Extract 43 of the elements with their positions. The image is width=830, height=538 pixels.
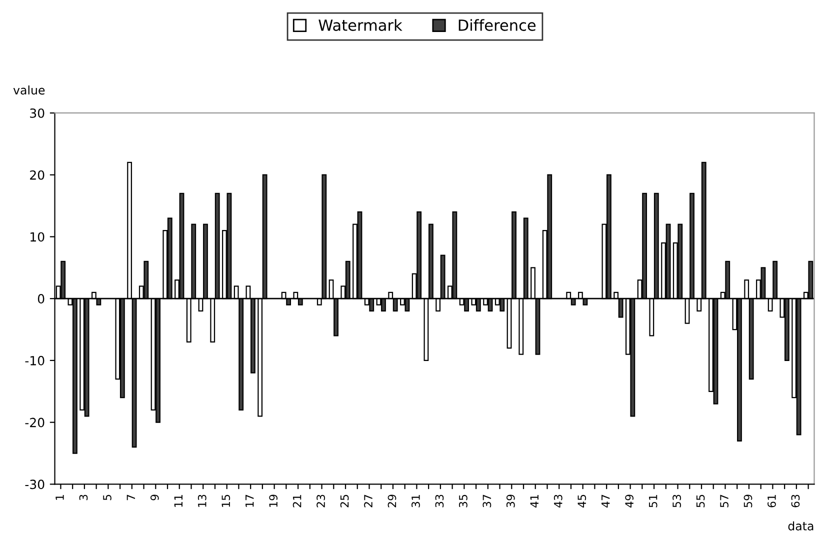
x-tick-label: 57 (720, 494, 728, 508)
y-tick-label: 0 (38, 294, 44, 304)
x-axis-title: data (788, 521, 814, 530)
x-tick-label: 13 (198, 494, 206, 507)
y-tick-label: 30 (30, 108, 44, 118)
x-tick-label: 5 (103, 494, 112, 500)
y-tick-label: -10 (25, 356, 44, 366)
y-tick-label: -20 (25, 418, 44, 428)
x-tick-label: 35 (458, 494, 468, 508)
x-tick-label: 33 (435, 494, 444, 508)
x-tick-label: 63 (791, 494, 800, 508)
x-tick-label: 25 (340, 494, 349, 508)
y-tick-label: 10 (30, 232, 44, 242)
x-tick-label: 29 (388, 494, 396, 508)
x-tick-label: 31 (412, 494, 420, 508)
x-tick-label: 11 (174, 494, 182, 507)
x-tick-label: 51 (649, 494, 658, 508)
x-tick-label: 9 (150, 494, 159, 500)
x-tick-label: 59 (744, 494, 752, 508)
x-tick-label: 61 (768, 494, 776, 508)
legend-label: Watermark (318, 19, 402, 31)
x-tick-label: 15 (222, 494, 230, 507)
x-tick-label: 43 (554, 494, 562, 508)
y-tick-label: -30 (25, 480, 44, 490)
y-axis-title: value (13, 85, 45, 95)
x-tick-label: 41 (530, 494, 538, 508)
x-tick-label: 21 (292, 494, 302, 508)
x-tick-label: 53 (672, 494, 681, 508)
x-tick-label: 17 (246, 494, 254, 507)
x-tick-label: 27 (364, 494, 372, 508)
y-tick-label: 20 (30, 170, 44, 180)
x-tick-label: 39 (506, 494, 515, 508)
x-tick-label: 49 (625, 494, 634, 508)
x-tick-label: 1 (56, 494, 64, 500)
x-tick-label: 47 (602, 494, 610, 508)
x-tick-label: 45 (578, 494, 586, 508)
x-tick-label: 7 (126, 494, 135, 500)
x-tick-label: 37 (482, 494, 492, 508)
x-tick-label: 3 (79, 494, 88, 500)
x-tick-label: 19 (269, 494, 278, 507)
x-tick-label: 23 (316, 494, 325, 508)
x-tick-label: 55 (696, 494, 705, 508)
legend-label: Difference (458, 19, 536, 31)
